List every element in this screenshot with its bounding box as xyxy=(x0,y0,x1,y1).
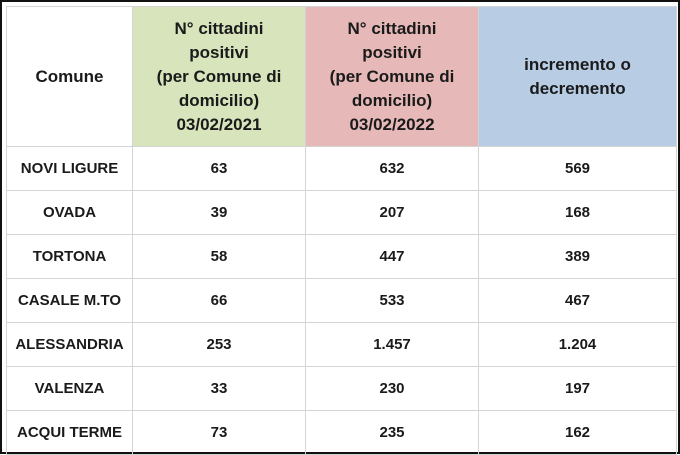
header-2022-line: domicilio) xyxy=(351,90,433,110)
cell-diff: 569 xyxy=(478,146,677,191)
cell-diff: 168 xyxy=(478,190,677,235)
header-row: Comune N° cittadini positivi (per Comune… xyxy=(6,6,677,147)
cell-diff: 162 xyxy=(478,410,677,455)
header-2022: N° cittadini positivi (per Comune di dom… xyxy=(305,6,479,147)
header-2021-line: N° cittadini xyxy=(174,18,264,38)
cell-diff: 197 xyxy=(478,366,677,411)
cell-diff: 1.204 xyxy=(478,322,677,367)
cell-2022: 235 xyxy=(305,410,479,455)
cell-2021: 63 xyxy=(132,146,306,191)
table-row: NOVI LIGURE 63 632 569 xyxy=(6,146,677,191)
cell-2021: 58 xyxy=(132,234,306,279)
table-row: OVADA 39 207 168 xyxy=(6,190,677,235)
cell-2022: 447 xyxy=(305,234,479,279)
cell-2021: 33 xyxy=(132,366,306,411)
cell-2022: 533 xyxy=(305,278,479,323)
header-diff: incremento o decremento xyxy=(478,6,677,147)
table-row: TORTONA 58 447 389 xyxy=(6,234,677,279)
table-row: VALENZA 33 230 197 xyxy=(6,366,677,411)
cell-comune: VALENZA xyxy=(6,366,133,411)
header-2021-line: (per Comune di xyxy=(156,66,282,86)
cell-2021: 253 xyxy=(132,322,306,367)
table-row: CASALE M.TO 66 533 467 xyxy=(6,278,677,323)
header-2021-date: 03/02/2021 xyxy=(176,114,262,134)
cell-diff: 467 xyxy=(478,278,677,323)
header-2022-line: positivi xyxy=(362,42,422,62)
positivi-table: Comune N° cittadini positivi (per Comune… xyxy=(6,6,677,455)
header-2021-line: domicilio) xyxy=(178,90,260,110)
header-2021: N° cittadini positivi (per Comune di dom… xyxy=(132,6,306,147)
header-2022-line: (per Comune di xyxy=(329,66,455,86)
cell-2021: 39 xyxy=(132,190,306,235)
table-row: ALESSANDRIA 253 1.457 1.204 xyxy=(6,322,677,367)
cell-comune: ALESSANDRIA xyxy=(6,322,133,367)
cell-comune: OVADA xyxy=(6,190,133,235)
cell-2021: 73 xyxy=(132,410,306,455)
header-comune-label: Comune xyxy=(35,66,104,86)
header-2022-line: N° cittadini xyxy=(347,18,437,38)
cell-2022: 207 xyxy=(305,190,479,235)
cell-2022: 1.457 xyxy=(305,322,479,367)
cell-2022: 230 xyxy=(305,366,479,411)
cell-2021: 66 xyxy=(132,278,306,323)
table-row: ACQUI TERME 73 235 162 xyxy=(6,410,677,455)
header-diff-line: decremento xyxy=(529,78,626,98)
cell-2022: 632 xyxy=(305,146,479,191)
header-comune: Comune xyxy=(6,6,133,147)
header-2021-line: positivi xyxy=(189,42,249,62)
cell-comune: CASALE M.TO xyxy=(6,278,133,323)
cell-comune: ACQUI TERME xyxy=(6,410,133,455)
cell-comune: TORTONA xyxy=(6,234,133,279)
cell-comune: NOVI LIGURE xyxy=(6,146,133,191)
header-diff-line: incremento o xyxy=(524,54,631,74)
header-2022-date: 03/02/2022 xyxy=(349,114,435,134)
cell-diff: 389 xyxy=(478,234,677,279)
